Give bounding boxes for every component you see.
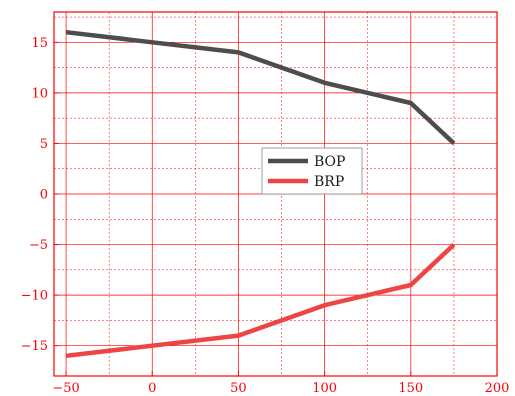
y-tick-label: 10: [31, 86, 48, 101]
x-tick-label: 50: [230, 381, 247, 396]
y-tick-label: −5: [29, 238, 48, 253]
series-line-brp: [65, 242, 456, 359]
legend-box: [261, 147, 363, 195]
x-tick-label: 0: [148, 381, 156, 396]
y-tick-label: 0: [40, 188, 48, 203]
y-tick-label: −10: [21, 289, 48, 304]
y-tick-label: −15: [21, 339, 48, 354]
x-tick-label: −50: [52, 381, 79, 396]
series-lines: [65, 29, 456, 359]
y-tick-label: 5: [40, 137, 48, 152]
x-tick-label: 150: [398, 381, 423, 396]
grid: [54, 12, 498, 376]
y-tick-label: 15: [31, 36, 48, 51]
legend-label-brp: BRP: [314, 174, 344, 190]
legend-label-bop: BOP: [314, 154, 345, 170]
x-tick-label: 200: [485, 381, 510, 396]
series-line-bop: [65, 29, 456, 146]
legend: BOP BRP: [261, 147, 363, 195]
x-tick-label: 100: [312, 381, 337, 396]
